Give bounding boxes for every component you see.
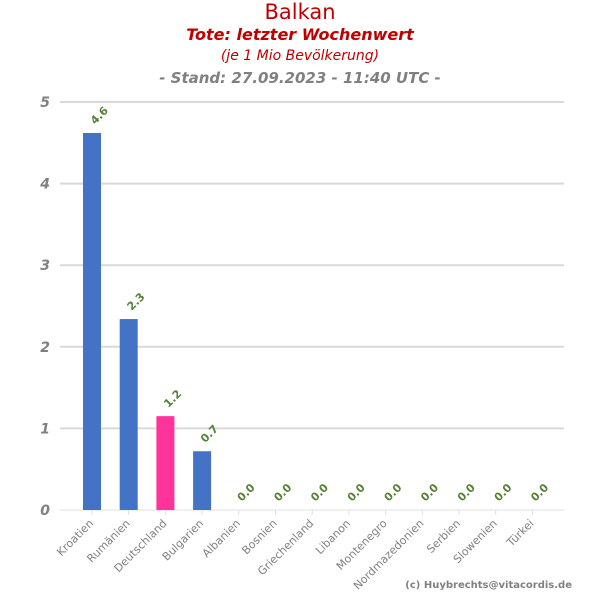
bar (156, 416, 175, 510)
y-tick-label: 5 (40, 95, 50, 111)
data-label: 0.0 (455, 481, 478, 504)
y-tick-label: 2 (40, 340, 50, 356)
data-label: 0.0 (418, 481, 441, 504)
x-tick-label: Albanien (200, 517, 243, 560)
x-tick-label: Türkei (504, 517, 537, 550)
chart-title: Balkan (264, 0, 336, 24)
chart-subtitle: Tote: letzter Wochenwert (186, 25, 414, 44)
chart-date: - Stand: 27.09.2023 - 11:40 UTC - (159, 69, 441, 87)
data-label: 0.0 (492, 481, 515, 504)
data-label: 0.0 (235, 481, 258, 504)
credit: (c) Huybrechts@vitacordis.de (405, 580, 572, 591)
x-tick-label: Nordmazedonien (351, 517, 427, 593)
data-label: 0.0 (271, 481, 294, 504)
data-label: 4.6 (88, 104, 111, 127)
data-label: 0.0 (345, 481, 368, 504)
data-label: 2.3 (125, 290, 148, 313)
y-tick-label: 3 (40, 258, 50, 274)
y-tick-label: 1 (40, 421, 50, 437)
data-label: 1.2 (161, 387, 184, 410)
data-label: 0.0 (308, 481, 331, 504)
data-label: 0.7 (198, 422, 221, 445)
y-tick-label: 4 (39, 177, 50, 193)
bar (83, 133, 101, 510)
data-label: 0.0 (528, 481, 551, 504)
bar (119, 319, 138, 510)
bar (193, 451, 212, 510)
y-tick-label: 0 (40, 503, 50, 519)
chart-subtitle-2: (je 1 Mio Bevölkerung) (220, 48, 380, 64)
data-label: 0.0 (382, 481, 405, 504)
